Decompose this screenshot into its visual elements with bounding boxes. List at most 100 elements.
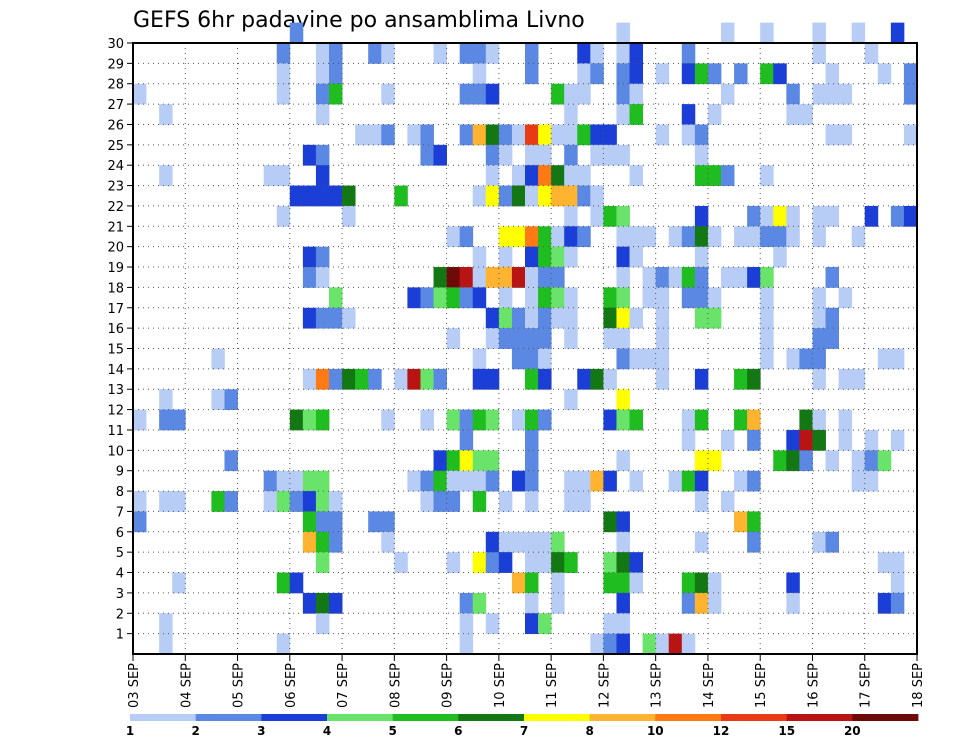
y-tick-label: 2 bbox=[116, 607, 124, 622]
heatmap-cell bbox=[812, 22, 826, 44]
heatmap-cell bbox=[420, 287, 434, 309]
heatmap-cell bbox=[590, 470, 604, 492]
heatmap-cell bbox=[459, 470, 474, 492]
heatmap-cell bbox=[538, 328, 552, 349]
heatmap-cell bbox=[694, 226, 709, 248]
heatmap-cell bbox=[694, 63, 709, 85]
heatmap-cell bbox=[564, 205, 578, 227]
heatmap-cell bbox=[302, 144, 317, 166]
heatmap-cell bbox=[721, 165, 735, 186]
heatmap-cell bbox=[616, 592, 630, 614]
colorbar-swatch bbox=[524, 714, 591, 721]
heatmap-cell bbox=[551, 246, 565, 268]
heatmap-cell bbox=[786, 104, 800, 125]
heatmap-cell bbox=[446, 491, 461, 512]
heatmap-cell bbox=[681, 429, 696, 451]
heatmap-cell bbox=[760, 63, 774, 85]
heatmap-cell bbox=[707, 104, 722, 125]
heatmap-cell bbox=[498, 226, 513, 248]
heatmap-cell bbox=[472, 552, 487, 573]
heatmap-cell bbox=[603, 287, 617, 309]
heatmap-cell bbox=[681, 470, 696, 492]
heatmap-cell bbox=[420, 124, 434, 146]
heatmap-cell bbox=[851, 22, 866, 44]
heatmap-cell bbox=[786, 572, 800, 594]
heatmap-cell bbox=[838, 124, 853, 146]
colorbar-label: 7 bbox=[520, 724, 528, 738]
heatmap-cell bbox=[577, 165, 591, 186]
heatmap-cell bbox=[315, 144, 330, 166]
heatmap-cell bbox=[485, 531, 500, 553]
heatmap-cell bbox=[551, 185, 565, 207]
heatmap-cell bbox=[694, 368, 709, 390]
heatmap-cell bbox=[564, 552, 578, 573]
heatmap-cell bbox=[616, 63, 630, 85]
heatmap-cell bbox=[472, 409, 487, 431]
heatmap-cell bbox=[315, 491, 330, 512]
heatmap-cell bbox=[302, 267, 317, 288]
heatmap-cell bbox=[877, 63, 892, 85]
heatmap-cell bbox=[172, 409, 186, 431]
x-tick-label: 13 SEP bbox=[650, 663, 665, 708]
heatmap-cell bbox=[603, 572, 617, 594]
heatmap-cell bbox=[276, 165, 291, 186]
x-tick-label: 06 SEP bbox=[284, 663, 299, 708]
heatmap-cell bbox=[564, 226, 578, 248]
heatmap-cell bbox=[498, 552, 513, 573]
heatmap-cell bbox=[590, 124, 604, 146]
heatmap-cell bbox=[603, 124, 617, 146]
heatmap-cell bbox=[394, 552, 408, 573]
heatmap-cell bbox=[734, 368, 748, 390]
heatmap-cell bbox=[577, 368, 591, 390]
heatmap-cell bbox=[551, 165, 565, 186]
heatmap-cell bbox=[786, 83, 800, 105]
heatmap-cell bbox=[890, 592, 905, 614]
heatmap-cell bbox=[472, 592, 487, 614]
heatmap-cell bbox=[302, 368, 317, 390]
colorbar-swatch bbox=[130, 714, 197, 721]
y-tick-label: 17 bbox=[107, 302, 124, 317]
y-tick-label: 21 bbox=[107, 220, 124, 235]
heatmap-cell bbox=[525, 409, 539, 431]
y-tick-label: 10 bbox=[107, 444, 124, 459]
heatmap-cell bbox=[459, 83, 474, 105]
heatmap-cell bbox=[786, 205, 800, 227]
heatmap-cell bbox=[485, 328, 500, 349]
heatmap-cell bbox=[302, 491, 317, 512]
heatmap-cell bbox=[760, 307, 774, 329]
x-tick-label: 07 SEP bbox=[336, 663, 351, 708]
y-axis-ticks: 1234567891011121314151617181920212223242… bbox=[107, 37, 133, 643]
heatmap-cell bbox=[786, 592, 800, 614]
heatmap-cell bbox=[355, 368, 369, 390]
x-tick-label: 17 SEP bbox=[859, 663, 874, 708]
heatmap-cell bbox=[538, 613, 552, 635]
heatmap-cell bbox=[773, 226, 787, 248]
heatmap-cell bbox=[616, 104, 630, 125]
heatmap-cell bbox=[603, 511, 617, 533]
y-tick-label: 9 bbox=[116, 465, 124, 480]
heatmap-cell bbox=[315, 267, 330, 288]
heatmap-cell bbox=[381, 531, 395, 553]
heatmap-cell bbox=[668, 633, 683, 655]
heatmap-cell bbox=[446, 328, 461, 349]
heatmap-cell bbox=[485, 409, 500, 431]
heatmap-cell bbox=[721, 491, 735, 512]
heatmap-cell bbox=[707, 63, 722, 85]
heatmap-cell bbox=[655, 124, 670, 146]
heatmap-cell bbox=[538, 144, 552, 166]
heatmap-cell bbox=[368, 511, 382, 533]
heatmap-cell bbox=[315, 552, 330, 573]
heatmap-cell bbox=[603, 144, 617, 166]
heatmap-cell bbox=[551, 552, 565, 573]
heatmap-cell bbox=[302, 511, 317, 533]
y-tick-label: 27 bbox=[107, 98, 124, 113]
heatmap-cell bbox=[446, 287, 461, 309]
heatmap-cell bbox=[825, 267, 839, 288]
y-tick-label: 3 bbox=[116, 587, 124, 602]
heatmap-cell bbox=[629, 246, 643, 268]
heatmap-cell bbox=[760, 165, 774, 186]
heatmap-cell bbox=[498, 267, 513, 288]
heatmap-cell bbox=[498, 144, 513, 166]
heatmap-cell bbox=[603, 409, 617, 431]
heatmap-cell bbox=[459, 409, 474, 431]
